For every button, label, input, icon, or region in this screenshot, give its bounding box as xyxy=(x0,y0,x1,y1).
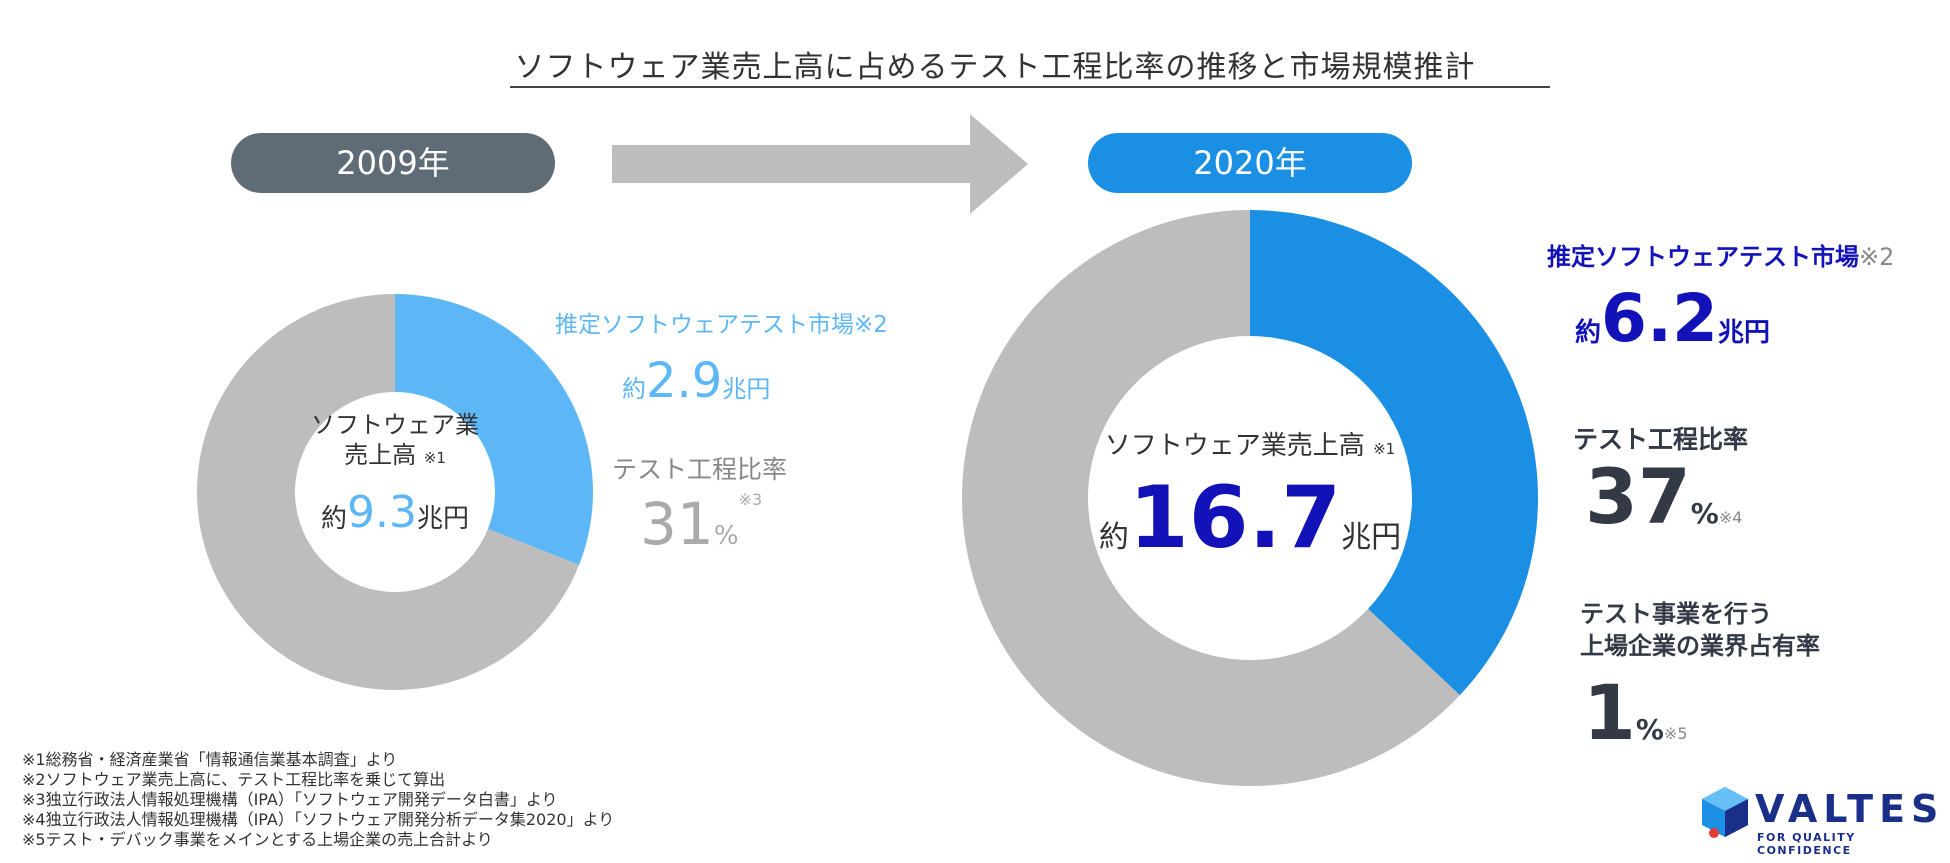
ratio-2009-note: ※3 xyxy=(738,490,763,509)
center-2009-label-line2: 売上高 xyxy=(344,441,417,469)
share-2020-value: 1 xyxy=(1583,668,1636,757)
right-arrow-icon xyxy=(612,114,1028,214)
ratio-2009-value: 31 xyxy=(640,490,714,558)
ratio-2020-note: ※4 xyxy=(1718,508,1743,527)
ratio-2020-unit: % xyxy=(1690,497,1719,530)
year-2020-badge: 2020年 xyxy=(1088,133,1412,193)
center-2020-value: 16.7 xyxy=(1128,468,1342,568)
logo-wordmark: VALTES xyxy=(1755,787,1945,831)
center-2020-note: ※1 xyxy=(1373,440,1396,458)
center-2009-unit: 兆円 xyxy=(416,504,469,534)
footnote-5: ※5テスト・デバック事業をメインとする上場企業の売上合計より xyxy=(22,830,493,849)
center-2009-value: 9.3 xyxy=(347,487,417,538)
ratio-2020-value: 37 xyxy=(1585,452,1691,541)
market-2009-value: 2.9 xyxy=(646,353,723,409)
ratio-2009-label: テスト工程比率 xyxy=(612,455,788,484)
market-2020-prefix: 約 xyxy=(1575,318,1602,348)
donut-2009 xyxy=(196,294,593,690)
slice-2020-other xyxy=(962,210,1460,786)
center-2009-label-line1: ソフトウェア業 xyxy=(311,411,479,439)
ratio-2020-label: テスト工程比率 xyxy=(1573,425,1749,454)
market-2020-value: 6.2 xyxy=(1601,280,1718,357)
year-2009-badge: 2009年 xyxy=(231,133,555,193)
center-2020-prefix: 約 xyxy=(1098,520,1129,555)
market-2009-note: ※2 xyxy=(854,312,888,338)
center-2020-label: ソフトウェア業売上高 xyxy=(1104,431,1365,461)
donut-2020 xyxy=(962,210,1538,786)
valtes-logo-icon xyxy=(1702,787,1748,838)
market-2009-prefix: 約 xyxy=(622,375,646,403)
center-2020-unit: 兆円 xyxy=(1341,520,1402,555)
footnote-4: ※4独立行政法人情報処理機構（IPA）「ソフトウェア開発分析データ集2020」よ… xyxy=(22,810,615,829)
share-2020-note: ※5 xyxy=(1663,724,1688,743)
ratio-2009-unit: % xyxy=(713,521,739,551)
center-2009-prefix: 約 xyxy=(320,504,347,534)
share-2020-label-line1: テスト事業を行う xyxy=(1580,600,1772,628)
footnote-2: ※2ソフトウェア業売上高に、テスト工程比率を乗じて算出 xyxy=(22,770,446,789)
market-2009-unit: 兆円 xyxy=(722,375,771,403)
slice-2020-test-market xyxy=(1250,210,1538,696)
footnote-3: ※3独立行政法人情報処理機構（IPA）「ソフトウェア開発データ白書」より xyxy=(22,790,558,809)
share-2020-label-line2: 上場企業の業界占有率 xyxy=(1580,632,1820,660)
market-2009-label: 推定ソフトウェアテスト市場 xyxy=(555,312,854,338)
slice-2009-test-market xyxy=(395,294,593,565)
title-underline xyxy=(510,86,1550,88)
market-2020-label: 推定ソフトウェアテスト市場 xyxy=(1547,243,1859,271)
footnote-1: ※1総務省・経済産業省「情報通信業基本調査」より xyxy=(22,750,398,769)
market-2020-unit: 兆円 xyxy=(1717,318,1770,348)
market-2020-note: ※2 xyxy=(1859,243,1895,271)
share-2020-unit: % xyxy=(1635,713,1664,746)
center-2009-note: ※1 xyxy=(423,449,446,467)
chart-title: ソフトウェア業売上高に占めるテスト工程比率の推移と市場規模推計 xyxy=(514,50,1476,85)
slice-2009-other xyxy=(196,294,580,690)
logo-tagline: FOR QUALITY CONFIDENCE xyxy=(1757,831,1856,857)
